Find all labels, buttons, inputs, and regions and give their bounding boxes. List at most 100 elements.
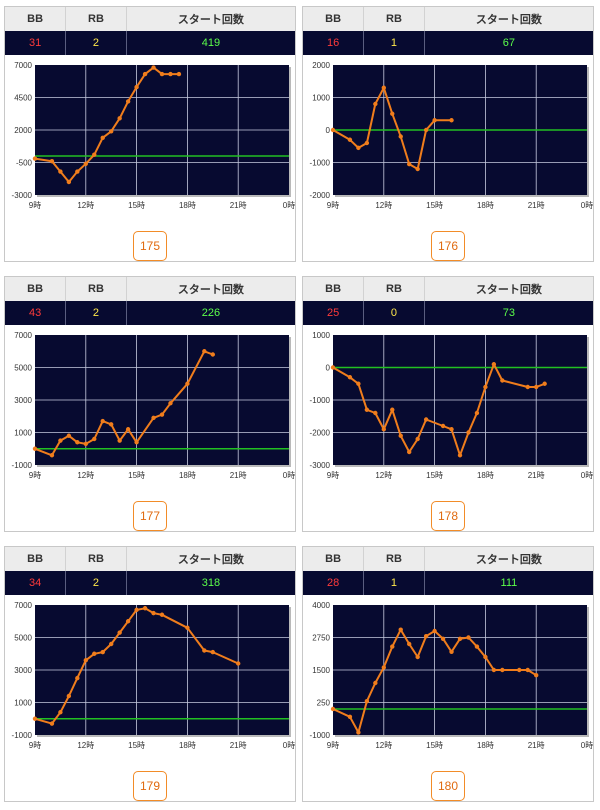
data-point (381, 427, 386, 432)
data-point (58, 438, 63, 443)
y-tick-label: 3000 (14, 396, 32, 405)
x-tick-label: 21時 (528, 741, 545, 750)
x-tick-label: 15時 (128, 741, 145, 750)
data-point (32, 446, 38, 451)
starts-header: スタート回数 (424, 547, 593, 571)
rb-header: RB (65, 277, 127, 301)
data-point (347, 137, 353, 142)
machine-number-button[interactable]: 176 (431, 231, 465, 261)
bb-value: 31 (5, 31, 67, 55)
y-tick-label: 2000 (14, 126, 32, 135)
x-tick-label: 18時 (179, 201, 196, 210)
x-tick-label: 9時 (327, 741, 339, 750)
x-tick-label: 12時 (375, 741, 392, 750)
y-tick-label: -2000 (310, 191, 331, 200)
y-tick-label: -1000 (12, 461, 33, 470)
x-tick-label: 15時 (426, 741, 443, 750)
data-point (356, 145, 361, 151)
data-point (330, 127, 336, 133)
rb-value: 2 (65, 301, 127, 325)
data-point (185, 381, 190, 386)
data-point (525, 384, 530, 390)
starts-header: スタート回数 (424, 277, 593, 301)
y-tick-label: 3000 (14, 666, 32, 675)
x-tick-label: 0時 (581, 471, 593, 480)
data-point (449, 118, 454, 123)
data-point (75, 440, 80, 445)
y-tick-label: -3000 (310, 461, 331, 470)
data-point (364, 699, 370, 704)
machine-number-button[interactable]: 177 (133, 501, 167, 531)
data-point (474, 410, 480, 416)
starts-value: 226 (126, 301, 295, 325)
machine-number-button[interactable]: 180 (431, 771, 465, 801)
data-point (109, 422, 114, 427)
x-tick-label: 9時 (29, 201, 41, 210)
machine-number-button[interactable]: 179 (133, 771, 167, 801)
y-tick-label: -1000 (310, 396, 331, 405)
y-tick-label: 7000 (14, 331, 32, 340)
bb-header: BB (303, 277, 365, 301)
bb-value: 34 (5, 571, 67, 595)
x-tick-label: 18時 (477, 471, 494, 480)
data-point (151, 65, 156, 70)
data-point (210, 352, 215, 357)
data-point (66, 693, 72, 699)
stats-table: BB RB スタート回数 43 2 226 (5, 277, 295, 325)
data-point (58, 710, 63, 715)
machine-card: BB RB スタート回数 16 1 67 2000 1000 0 -1000 -2000… (302, 6, 594, 262)
data-point (534, 384, 539, 390)
x-tick-label: 15時 (426, 471, 443, 480)
starts-value: 73 (424, 301, 593, 325)
machine-number-button[interactable]: 175 (133, 231, 167, 261)
data-point (440, 636, 446, 641)
y-tick-label: 5000 (14, 364, 32, 373)
y-tick-label: 0 (326, 364, 331, 373)
starts-header: スタート回数 (424, 7, 593, 31)
x-tick-label: 0時 (283, 741, 295, 750)
y-tick-label: 2000 (312, 61, 330, 70)
x-tick-label: 15時 (128, 471, 145, 480)
data-point (449, 649, 454, 654)
data-point (151, 415, 156, 421)
x-tick-label: 18時 (179, 741, 196, 750)
data-point (407, 641, 412, 647)
y-tick-label: -1000 (310, 159, 331, 168)
data-point (500, 378, 505, 383)
data-point (142, 606, 148, 611)
x-tick-label: 0時 (283, 471, 295, 480)
data-point (83, 441, 89, 447)
data-point (398, 627, 403, 632)
data-point (423, 127, 429, 133)
x-tick-label: 18時 (477, 741, 494, 750)
x-tick-label: 12時 (77, 201, 94, 210)
y-tick-label: 1000 (312, 94, 330, 103)
stats-table: BB RB スタート回数 16 1 67 (303, 7, 593, 55)
data-point (364, 407, 370, 412)
data-point (466, 635, 471, 640)
starts-value: 111 (424, 571, 593, 595)
series-line (332, 363, 546, 457)
machine-card: BB RB スタート回数 43 2 226 7000 5000 3000 1000 -1… (4, 276, 296, 532)
x-tick-label: 12時 (375, 471, 392, 480)
rb-value: 1 (363, 31, 425, 55)
bb-header: BB (5, 547, 67, 571)
data-point (466, 430, 471, 435)
data-point (125, 619, 131, 624)
machine-number-button[interactable]: 178 (431, 501, 465, 531)
x-tick-label: 18時 (477, 201, 494, 210)
data-point (32, 156, 38, 161)
data-point (83, 161, 89, 166)
data-point (373, 410, 378, 416)
data-point (423, 417, 429, 422)
x-tick-label: 9時 (327, 201, 339, 210)
data-point (347, 714, 353, 719)
data-point (75, 169, 80, 174)
x-tick-label: 0時 (581, 201, 593, 210)
x-tick-label: 9時 (29, 471, 41, 480)
bb-value: 25 (303, 301, 365, 325)
data-point (449, 427, 454, 432)
rb-value: 2 (65, 571, 127, 595)
data-point (134, 84, 139, 90)
